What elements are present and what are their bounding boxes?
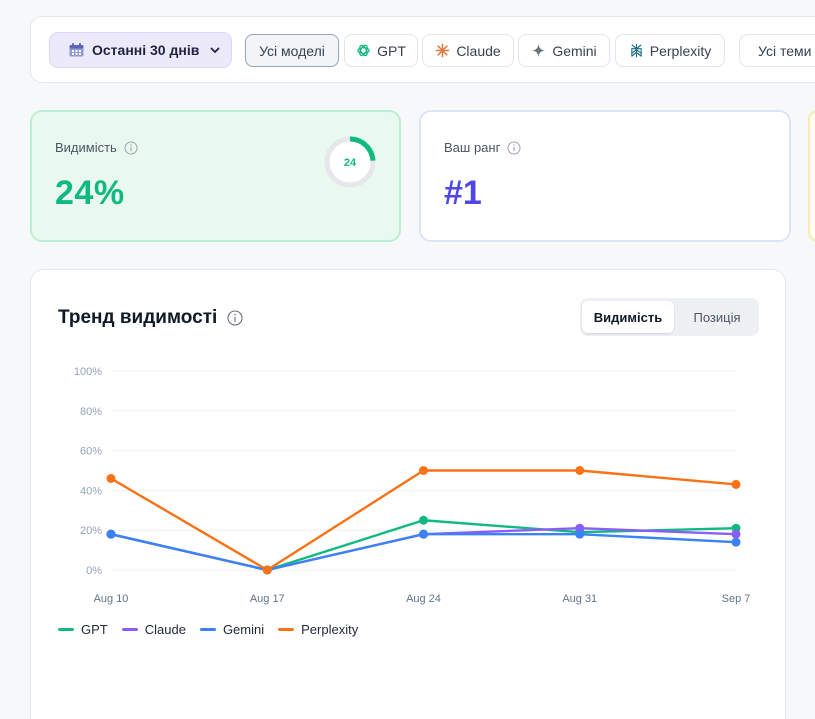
- data-point-gemini: [419, 529, 428, 539]
- calendar-icon: [69, 43, 84, 57]
- legend-swatch: [121, 628, 138, 631]
- legend-label: Claude: [144, 622, 186, 637]
- visibility-label: Видимість: [55, 140, 117, 155]
- data-point-perplexity: [419, 466, 428, 475]
- rank-value: #1: [444, 174, 482, 212]
- trend-chart-card: Тренд видимості Видимість Позиція 0% 20% 4…: [30, 269, 786, 719]
- data-point-gemini: [575, 529, 585, 539]
- rank-label-row: Ваш ранг: [444, 140, 521, 155]
- filter-bar: Останні 30 днів Усі моделі GPT Claude: [30, 16, 815, 83]
- data-point-gemini: [106, 529, 116, 539]
- x-tick-label: Aug 31: [562, 593, 597, 605]
- data-point-perplexity: [106, 473, 116, 483]
- data-point-gpt: [419, 515, 428, 525]
- rank-card: Ваш ранг #1: [419, 110, 791, 242]
- openai-icon: [357, 44, 370, 57]
- model-filter-all[interactable]: Усі моделі: [245, 34, 339, 67]
- legend-swatch: [199, 628, 216, 631]
- topics-filter[interactable]: Усі теми: [739, 34, 815, 67]
- model-filter-label: GPT: [377, 42, 406, 59]
- model-filter-gemini[interactable]: Gemini: [518, 34, 610, 67]
- date-range-dropdown[interactable]: Останні 30 днів: [49, 32, 232, 68]
- claude-icon: [435, 43, 450, 58]
- visibility-ring: 24: [324, 136, 376, 188]
- legend-item-perplexity[interactable]: Perplexity: [278, 622, 358, 637]
- y-tick-label: 80%: [80, 406, 102, 418]
- model-filter-label: Perplexity: [649, 42, 712, 59]
- model-filter-gpt[interactable]: GPT: [344, 34, 418, 67]
- legend-item-gemini[interactable]: Gemini: [199, 622, 265, 637]
- visibility-ring-value: 24: [344, 157, 357, 169]
- data-point-perplexity: [575, 466, 585, 475]
- y-tick-label: 100%: [74, 366, 102, 378]
- info-icon[interactable]: [124, 141, 138, 155]
- y-tick-label: 60%: [80, 446, 102, 458]
- model-filter-label: Gemini: [552, 42, 597, 59]
- data-point-perplexity: [731, 479, 741, 489]
- y-tick-label: 40%: [80, 485, 102, 497]
- date-range-label: Останні 30 днів: [92, 42, 200, 58]
- data-point-claude: [731, 529, 741, 539]
- chevron-down-icon: [210, 47, 220, 53]
- data-point-perplexity: [262, 565, 272, 575]
- legend-label: Perplexity: [301, 622, 359, 637]
- x-tick-label: Sep 7: [722, 593, 751, 605]
- visibility-card: Видимість 24% 24: [30, 110, 401, 242]
- chart-legend: GPT Claude Gemini Perplexity: [58, 622, 358, 637]
- legend-swatch: [278, 628, 295, 631]
- y-tick-label: 20%: [80, 525, 102, 537]
- legend-item-gpt[interactable]: GPT: [58, 622, 108, 637]
- chart-title: Тренд видимості: [58, 307, 218, 328]
- legend-item-claude[interactable]: Claude: [121, 622, 186, 637]
- y-tick-label: 0%: [86, 565, 102, 577]
- x-tick-label: Aug 10: [94, 593, 129, 605]
- model-filter-label: Claude: [456, 42, 501, 59]
- series-line-gemini: [109, 532, 738, 572]
- model-filter-claude[interactable]: Claude: [422, 34, 514, 67]
- info-icon[interactable]: [507, 141, 521, 155]
- model-filter-perplexity[interactable]: Perplexity: [615, 34, 725, 67]
- rank-label: Ваш ранг: [444, 140, 501, 155]
- topics-filter-label: Усі теми: [758, 42, 812, 59]
- legend-label: GPT: [81, 622, 108, 637]
- trend-line-chart: 0% 20% 40% 60% 80% 100% Aug 10 Aug 17 Aug 24 Aug …: [74, 366, 751, 605]
- legend-label: Gemini: [222, 622, 265, 637]
- next-metric-card: [808, 110, 815, 242]
- perplexity-icon: [631, 43, 642, 58]
- metric-toggle: Видимість Позиція: [580, 298, 759, 336]
- toggle-visibility[interactable]: Видимість: [582, 301, 674, 333]
- x-tick-label: Aug 17: [250, 593, 285, 605]
- legend-swatch: [58, 628, 74, 631]
- x-tick-label: Aug 24: [406, 593, 441, 605]
- gemini-icon: [532, 43, 546, 58]
- model-filter-label: Усі моделі: [259, 42, 325, 59]
- visibility-value: 24%: [55, 174, 125, 212]
- series-line-gpt: [109, 519, 738, 572]
- chart-title-row: Тренд видимості: [58, 307, 243, 329]
- data-point-gemini: [731, 537, 741, 547]
- info-icon[interactable]: [227, 310, 243, 326]
- visibility-label-row: Видимість: [55, 140, 138, 155]
- toggle-position[interactable]: Позиція: [693, 309, 741, 325]
